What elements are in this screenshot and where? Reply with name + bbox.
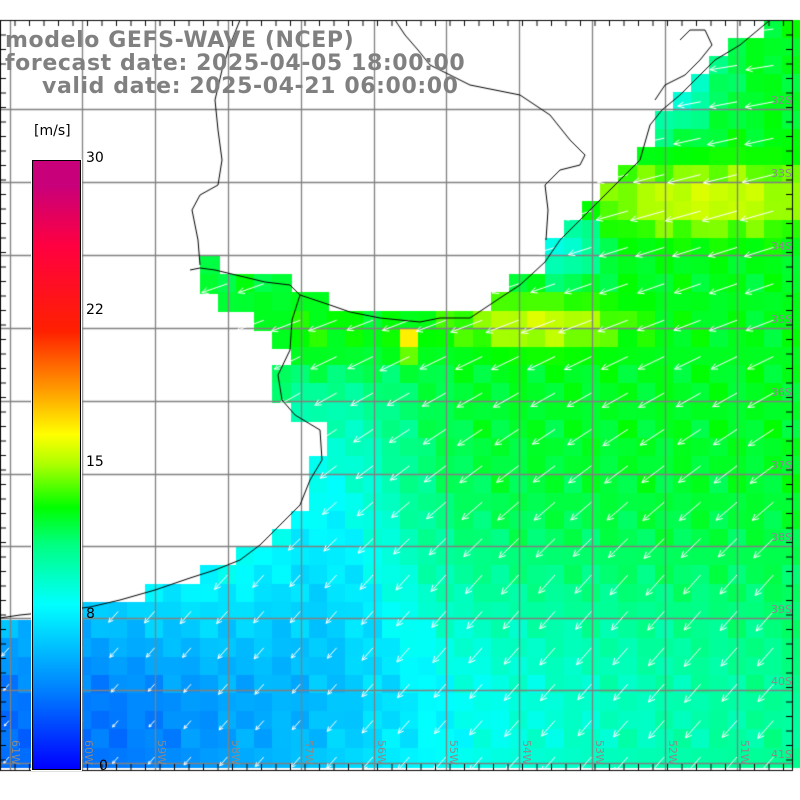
colorbar-tick-8: 8 — [86, 606, 95, 622]
lon-label-56w: 56W — [375, 740, 388, 765]
colorbar — [31, 159, 82, 771]
lat-label-34s: 34S — [771, 240, 792, 253]
lat-label-36s: 36S — [771, 386, 792, 399]
lat-label-33s: 33S — [771, 167, 792, 180]
lon-label-57w: 57W — [302, 740, 315, 765]
lat-label-40s: 40S — [771, 675, 792, 688]
lat-label-35s: 35S — [771, 313, 792, 326]
colorbar-tick-15: 15 — [86, 454, 104, 470]
lon-label-54w: 54W — [520, 740, 533, 765]
colorbar-unit: [m/s] — [34, 123, 71, 139]
colorbar-tick-22: 22 — [86, 302, 104, 318]
colorbar-tick-0: 0 — [99, 758, 108, 774]
model-title: modelo GEFS-WAVE (NCEP) — [5, 28, 355, 53]
lon-label-58w: 58W — [229, 740, 242, 765]
lon-label-52w: 52W — [666, 740, 679, 765]
lat-label-37s: 37S — [771, 459, 792, 472]
lon-label-60w: 60W — [82, 740, 95, 765]
lat-label-41s: 41S — [771, 748, 792, 761]
lon-label-53w: 53W — [593, 740, 606, 765]
lat-label-39s: 39S — [771, 603, 792, 616]
lon-label-55w: 55W — [447, 740, 460, 765]
lat-label-38s: 38S — [771, 531, 792, 544]
lon-label-51w: 51W — [738, 740, 751, 765]
lon-label-59w: 59W — [155, 740, 168, 765]
forecast-date: forecast date: 2025-04-05 18:00:00 — [5, 51, 466, 76]
lon-label-61w: 61W — [9, 740, 22, 765]
colorbar-tick-30: 30 — [86, 150, 104, 166]
valid-date: valid date: 2025-04-21 06:00:00 — [42, 74, 459, 99]
lat-label-32s: 32S — [771, 94, 792, 107]
